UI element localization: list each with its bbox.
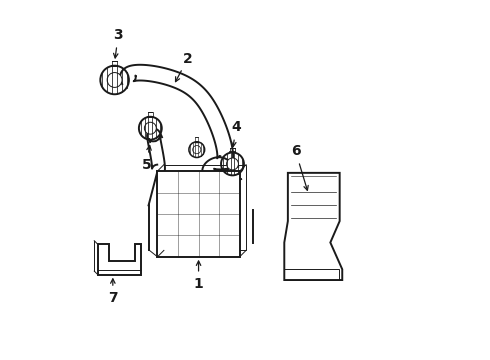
Bar [164, 165, 246, 250]
Bar [195, 137, 198, 142]
Circle shape [107, 73, 122, 87]
Bar [112, 61, 118, 66]
Bar [148, 112, 152, 117]
Text: 5: 5 [142, 145, 151, 172]
Circle shape [145, 122, 156, 134]
Circle shape [226, 158, 239, 170]
Text: 1: 1 [194, 261, 203, 291]
Text: 7: 7 [108, 279, 118, 305]
Text: 4: 4 [231, 121, 241, 147]
Text: 2: 2 [175, 51, 193, 82]
Bar [230, 148, 235, 153]
Circle shape [193, 145, 201, 154]
Bar [284, 269, 339, 280]
Text: 6: 6 [291, 144, 308, 190]
Text: 3: 3 [113, 28, 123, 58]
Bar [157, 171, 240, 257]
